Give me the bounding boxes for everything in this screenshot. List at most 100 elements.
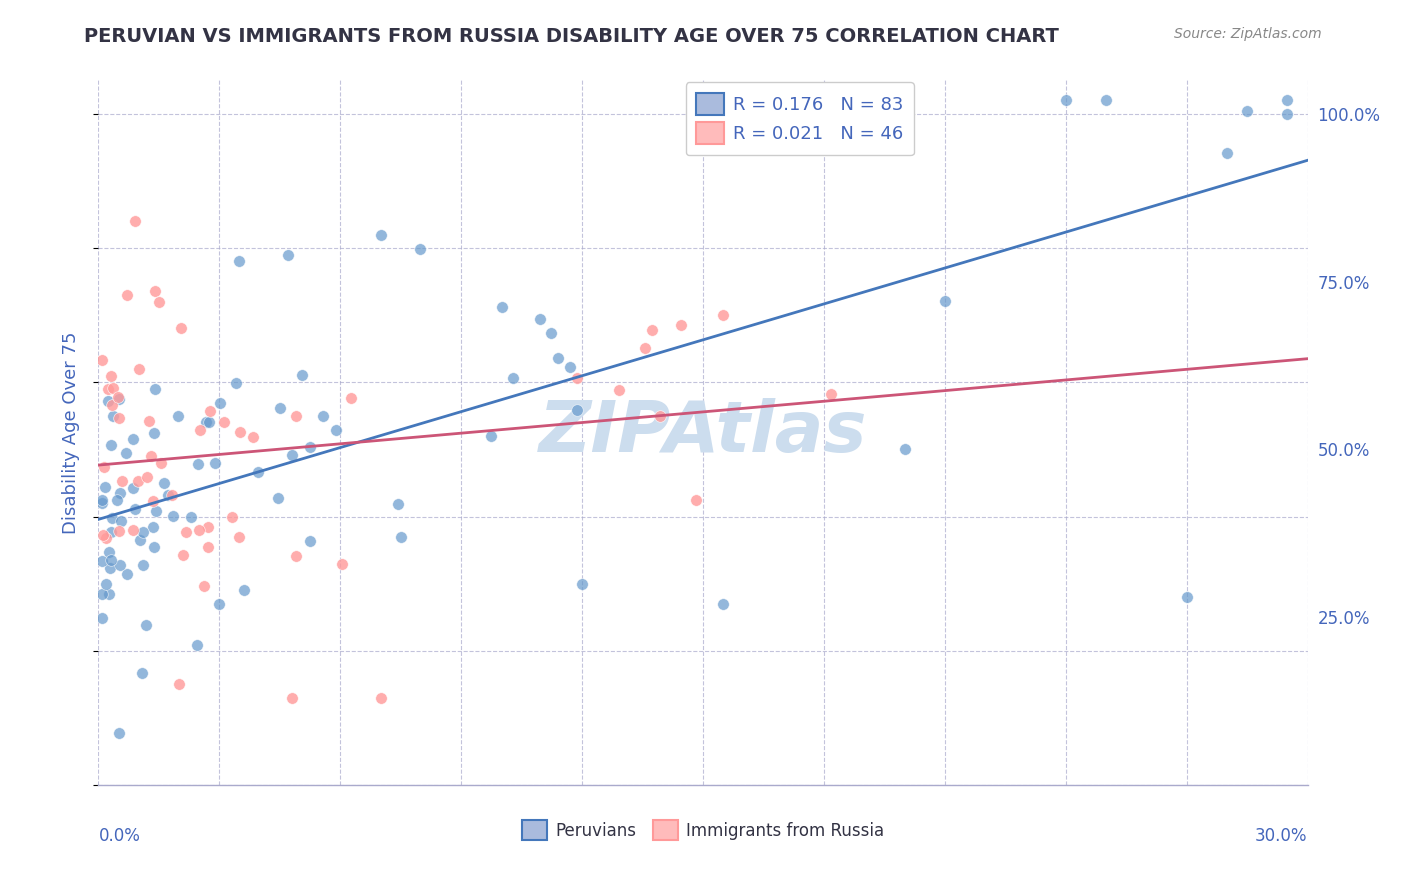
Point [91, 528, 114, 542]
Point [91, 352, 114, 367]
Point [547, 351, 569, 365]
Point [115, 566, 138, 581]
Point [167, 409, 190, 423]
Text: Source: ZipAtlas.com: Source: ZipAtlas.com [1174, 27, 1322, 41]
Point [198, 415, 221, 429]
Point [167, 677, 190, 691]
Point [188, 423, 211, 437]
Point [132, 558, 155, 572]
Point [370, 690, 392, 705]
Point [110, 486, 132, 500]
Point [143, 540, 166, 554]
Point [893, 442, 915, 457]
Point [124, 502, 146, 516]
Point [481, 429, 503, 443]
Point [340, 391, 363, 405]
Point [204, 456, 226, 470]
Point [269, 401, 291, 415]
Point [277, 248, 299, 262]
Point [607, 384, 630, 398]
Point [208, 597, 231, 611]
Point [115, 288, 138, 302]
Y-axis label: Disability Age Over 75: Disability Age Over 75 [62, 331, 80, 534]
Text: ZIPAtlas: ZIPAtlas [538, 398, 868, 467]
Point [91, 495, 114, 509]
Point [893, 94, 915, 108]
Point [97, 587, 120, 601]
Point [143, 285, 166, 299]
Point [110, 514, 132, 528]
Point [122, 523, 145, 537]
Point [711, 308, 734, 322]
Point [100, 368, 122, 383]
Point [820, 387, 842, 401]
Point [669, 318, 692, 333]
Point [212, 415, 235, 429]
Point [132, 524, 155, 539]
Point [247, 465, 270, 479]
Point [138, 414, 160, 428]
Legend: Peruvians, Immigrants from Russia: Peruvians, Immigrants from Russia [515, 814, 891, 847]
Point [150, 456, 173, 470]
Point [122, 432, 145, 446]
Point [93, 460, 115, 475]
Point [174, 524, 197, 539]
Point [299, 440, 322, 454]
Point [91, 493, 114, 508]
Point [108, 411, 131, 425]
Point [107, 390, 129, 404]
Point [225, 376, 247, 390]
Point [228, 530, 250, 544]
Point [97, 544, 120, 558]
Point [93, 480, 115, 494]
Point [108, 726, 131, 740]
Point [107, 524, 129, 538]
Point [100, 552, 122, 566]
Point [281, 690, 304, 705]
Point [128, 362, 150, 376]
Point [186, 638, 208, 652]
Point [162, 508, 184, 523]
Point [1277, 94, 1299, 108]
Text: 30.0%: 30.0% [1256, 827, 1308, 846]
Point [193, 578, 215, 592]
Point [94, 531, 117, 545]
Point [188, 523, 211, 537]
Point [148, 294, 170, 309]
Point [157, 488, 180, 502]
Point [540, 326, 562, 341]
Point [108, 392, 131, 406]
Point [284, 409, 307, 423]
Point [91, 554, 114, 568]
Point [127, 474, 149, 488]
Point [101, 381, 124, 395]
Point [650, 409, 672, 423]
Point [180, 510, 202, 524]
Point [111, 474, 134, 488]
Point [1216, 146, 1239, 161]
Point [105, 492, 128, 507]
Point [229, 425, 252, 440]
Point [312, 409, 335, 423]
Point [121, 481, 143, 495]
Point [169, 321, 191, 335]
Point [387, 497, 409, 511]
Point [1236, 103, 1258, 118]
Point [142, 494, 165, 508]
Point [172, 548, 194, 562]
Point [208, 396, 231, 410]
Text: 0.0%: 0.0% [98, 827, 141, 846]
Point [139, 449, 162, 463]
Point [641, 323, 664, 337]
Point [110, 558, 132, 572]
Point [197, 520, 219, 534]
Point [232, 582, 254, 597]
Point [91, 611, 114, 625]
Point [145, 503, 167, 517]
Point [330, 557, 353, 571]
Point [135, 618, 157, 632]
Point [285, 549, 308, 563]
Point [565, 371, 588, 385]
Point [291, 368, 314, 382]
Point [1277, 107, 1299, 121]
